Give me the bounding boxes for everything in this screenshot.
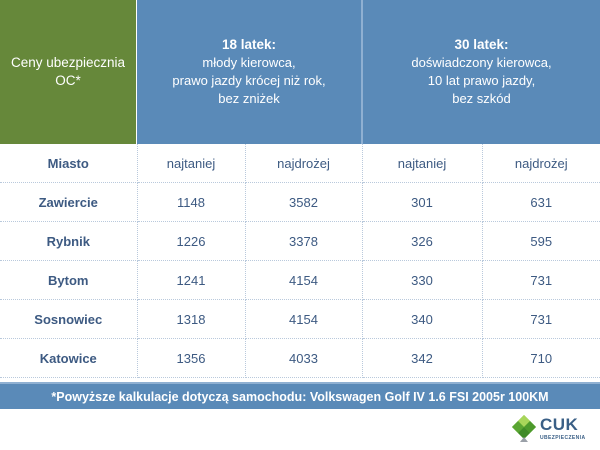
header-18-line1: młody kierowca,	[202, 55, 296, 70]
table-row: Rybnik 1226 3378 326 595	[0, 221, 600, 261]
value-cell: 342	[362, 338, 483, 378]
header-30-line3: bez szkód	[452, 91, 511, 106]
value-cell: 1148	[137, 182, 246, 222]
value-cell: 3378	[245, 221, 363, 261]
header-18-title: 18 latek:	[221, 37, 277, 52]
corner-header-cell: Ceny ubezpiecznia OC*	[0, 0, 136, 144]
city-cell: Zawiercie	[0, 182, 138, 222]
header-group-30: 30 latek: doświadczony kierowca, 10 lat …	[363, 0, 600, 144]
city-cell: Rybnik	[0, 221, 138, 261]
column-header-30-cheapest: najtaniej	[362, 144, 483, 183]
table-row: Katowice 1356 4033 342 710	[0, 338, 600, 378]
cuk-diamond-icon	[512, 415, 536, 442]
header-30-title: 30 latek:	[454, 37, 509, 52]
value-cell: 4033	[245, 338, 363, 378]
column-header-18-most-expensive: najdrożej	[245, 144, 363, 183]
value-cell: 1356	[137, 338, 246, 378]
column-header-18-cheapest: najtaniej	[137, 144, 246, 183]
logo-name: CUK	[540, 415, 579, 434]
logo-subtitle: UBEZPIECZENIA	[540, 435, 586, 441]
value-cell: 330	[362, 260, 483, 300]
cuk-logo: CUK UBEZPIECZENIA	[510, 413, 595, 445]
value-cell: 4154	[245, 260, 363, 300]
value-cell: 731	[482, 299, 600, 339]
corner-header-label: Ceny ubezpiecznia OC*	[10, 55, 126, 88]
column-header-city: Miasto	[0, 144, 138, 183]
value-cell: 710	[482, 338, 600, 378]
value-cell: 340	[362, 299, 483, 339]
header-30-line1: doświadczony kierowca,	[411, 55, 552, 70]
table-row: Sosnowiec 1318 4154 340 731	[0, 299, 600, 339]
table-row: Zawiercie 1148 3582 301 631	[0, 182, 600, 222]
value-cell: 1241	[137, 260, 246, 300]
city-cell: Sosnowiec	[0, 299, 138, 339]
value-cell: 3582	[245, 182, 363, 222]
city-cell: Bytom	[0, 260, 138, 300]
header-18-line3: bez zniżek	[218, 91, 280, 106]
header-18-line2: prawo jazdy krócej niż rok,	[172, 73, 326, 88]
footnote-band: *Powyższe kalkulacje dotyczą samochodu: …	[0, 382, 600, 409]
value-cell: 4154	[245, 299, 363, 339]
header-30-line2: 10 lat prawo jazdy,	[427, 73, 536, 88]
value-cell: 326	[362, 221, 483, 261]
table-row: Bytom 1241 4154 330 731	[0, 260, 600, 300]
value-cell: 731	[482, 260, 600, 300]
price-table: Miasto najtaniej najdrożej najtaniej naj…	[0, 144, 600, 378]
value-cell: 631	[482, 182, 600, 222]
value-cell: 595	[482, 221, 600, 261]
value-cell: 1318	[137, 299, 246, 339]
column-header-30-most-expensive: najdrożej	[482, 144, 600, 183]
header-group-18: 18 latek: młody kierowca, prawo jazdy kr…	[137, 0, 361, 144]
city-cell: Katowice	[0, 338, 138, 378]
column-header-row: Miasto najtaniej najdrożej najtaniej naj…	[0, 144, 600, 183]
footnote-text: *Powyższe kalkulacje dotyczą samochodu: …	[51, 389, 549, 404]
header-divider	[361, 0, 363, 144]
value-cell: 301	[362, 182, 483, 222]
value-cell: 1226	[137, 221, 246, 261]
